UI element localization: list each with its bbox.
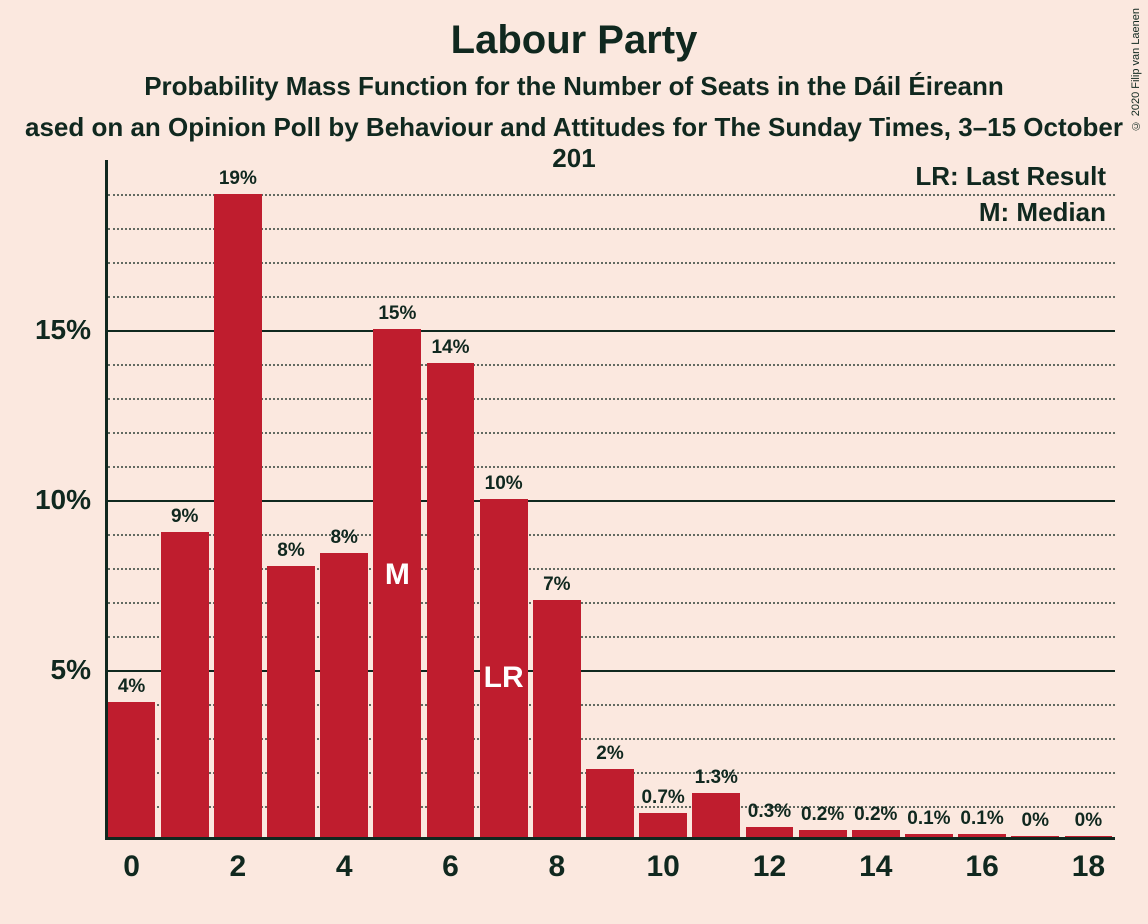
bar: 0.2%: [852, 830, 900, 837]
bar-value-label: 8%: [330, 527, 357, 549]
bar-value-label: 0.7%: [641, 787, 684, 809]
y-tick-label: 10%: [35, 484, 91, 516]
bar: 0%: [1065, 836, 1113, 837]
bar-value-label: 0.2%: [801, 804, 844, 826]
bar: 1.3%: [692, 793, 740, 837]
bar-value-label: 10%: [485, 473, 523, 495]
x-tick-label: 16: [965, 850, 998, 884]
bar-value-label: 8%: [277, 540, 304, 562]
bar-value-label: 0.2%: [854, 804, 897, 826]
bar: 0%: [1011, 836, 1059, 837]
x-tick-label: 0: [123, 850, 140, 884]
bar-value-label: 0.3%: [748, 801, 791, 823]
bar-value-label: 15%: [378, 303, 416, 325]
bar: 0.7%: [639, 813, 687, 837]
bar-value-label: 19%: [219, 168, 257, 190]
y-tick-label: 5%: [51, 654, 91, 686]
bar-value-label: 14%: [431, 337, 469, 359]
x-tick-label: 2: [230, 850, 247, 884]
x-tick-label: 4: [336, 850, 353, 884]
bar-value-label: 4%: [118, 676, 145, 698]
bar: 0.3%: [746, 827, 794, 837]
bar-chart: 5%10%15%0246810121416184%9%19%8%8%15%M14…: [105, 160, 1115, 840]
x-tick-label: 10: [646, 850, 679, 884]
bar: 10%LR: [480, 499, 528, 838]
x-tick-label: 6: [442, 850, 459, 884]
bar-value-label: 9%: [171, 506, 198, 528]
x-tick-label: 8: [548, 850, 565, 884]
bar-value-label: 0%: [1022, 810, 1049, 832]
bar: 9%: [161, 532, 209, 837]
bar: 19%: [214, 194, 262, 837]
bar: 2%: [586, 769, 634, 837]
bar-annotation: M: [385, 558, 410, 592]
bar-value-label: 7%: [543, 574, 570, 596]
chart-subtitle-1: Probability Mass Function for the Number…: [0, 63, 1148, 102]
bar: 0.2%: [799, 830, 847, 837]
x-tick-label: 12: [753, 850, 786, 884]
x-tick-label: 18: [1072, 850, 1105, 884]
bar-value-label: 0%: [1075, 810, 1102, 832]
bar-value-label: 0.1%: [960, 808, 1003, 830]
x-tick-label: 14: [859, 850, 892, 884]
bar: 7%: [533, 600, 581, 837]
bar: 15%M: [373, 329, 421, 837]
copyright-text: © 2020 Filip van Laenen: [1130, 8, 1142, 131]
bar-annotation: LR: [484, 661, 524, 695]
bar: 0.1%: [905, 834, 953, 837]
bar: 0.1%: [958, 834, 1006, 837]
y-tick-label: 15%: [35, 314, 91, 346]
bar: 4%: [108, 702, 156, 837]
bar: 8%: [320, 553, 368, 837]
chart-title: Labour Party: [0, 0, 1148, 63]
bar: 14%: [427, 363, 475, 837]
bar-value-label: 0.1%: [907, 808, 950, 830]
bar: 8%: [267, 566, 315, 837]
bar-value-label: 1.3%: [695, 767, 738, 789]
x-axis: [105, 837, 1115, 840]
bar-value-label: 2%: [596, 743, 623, 765]
